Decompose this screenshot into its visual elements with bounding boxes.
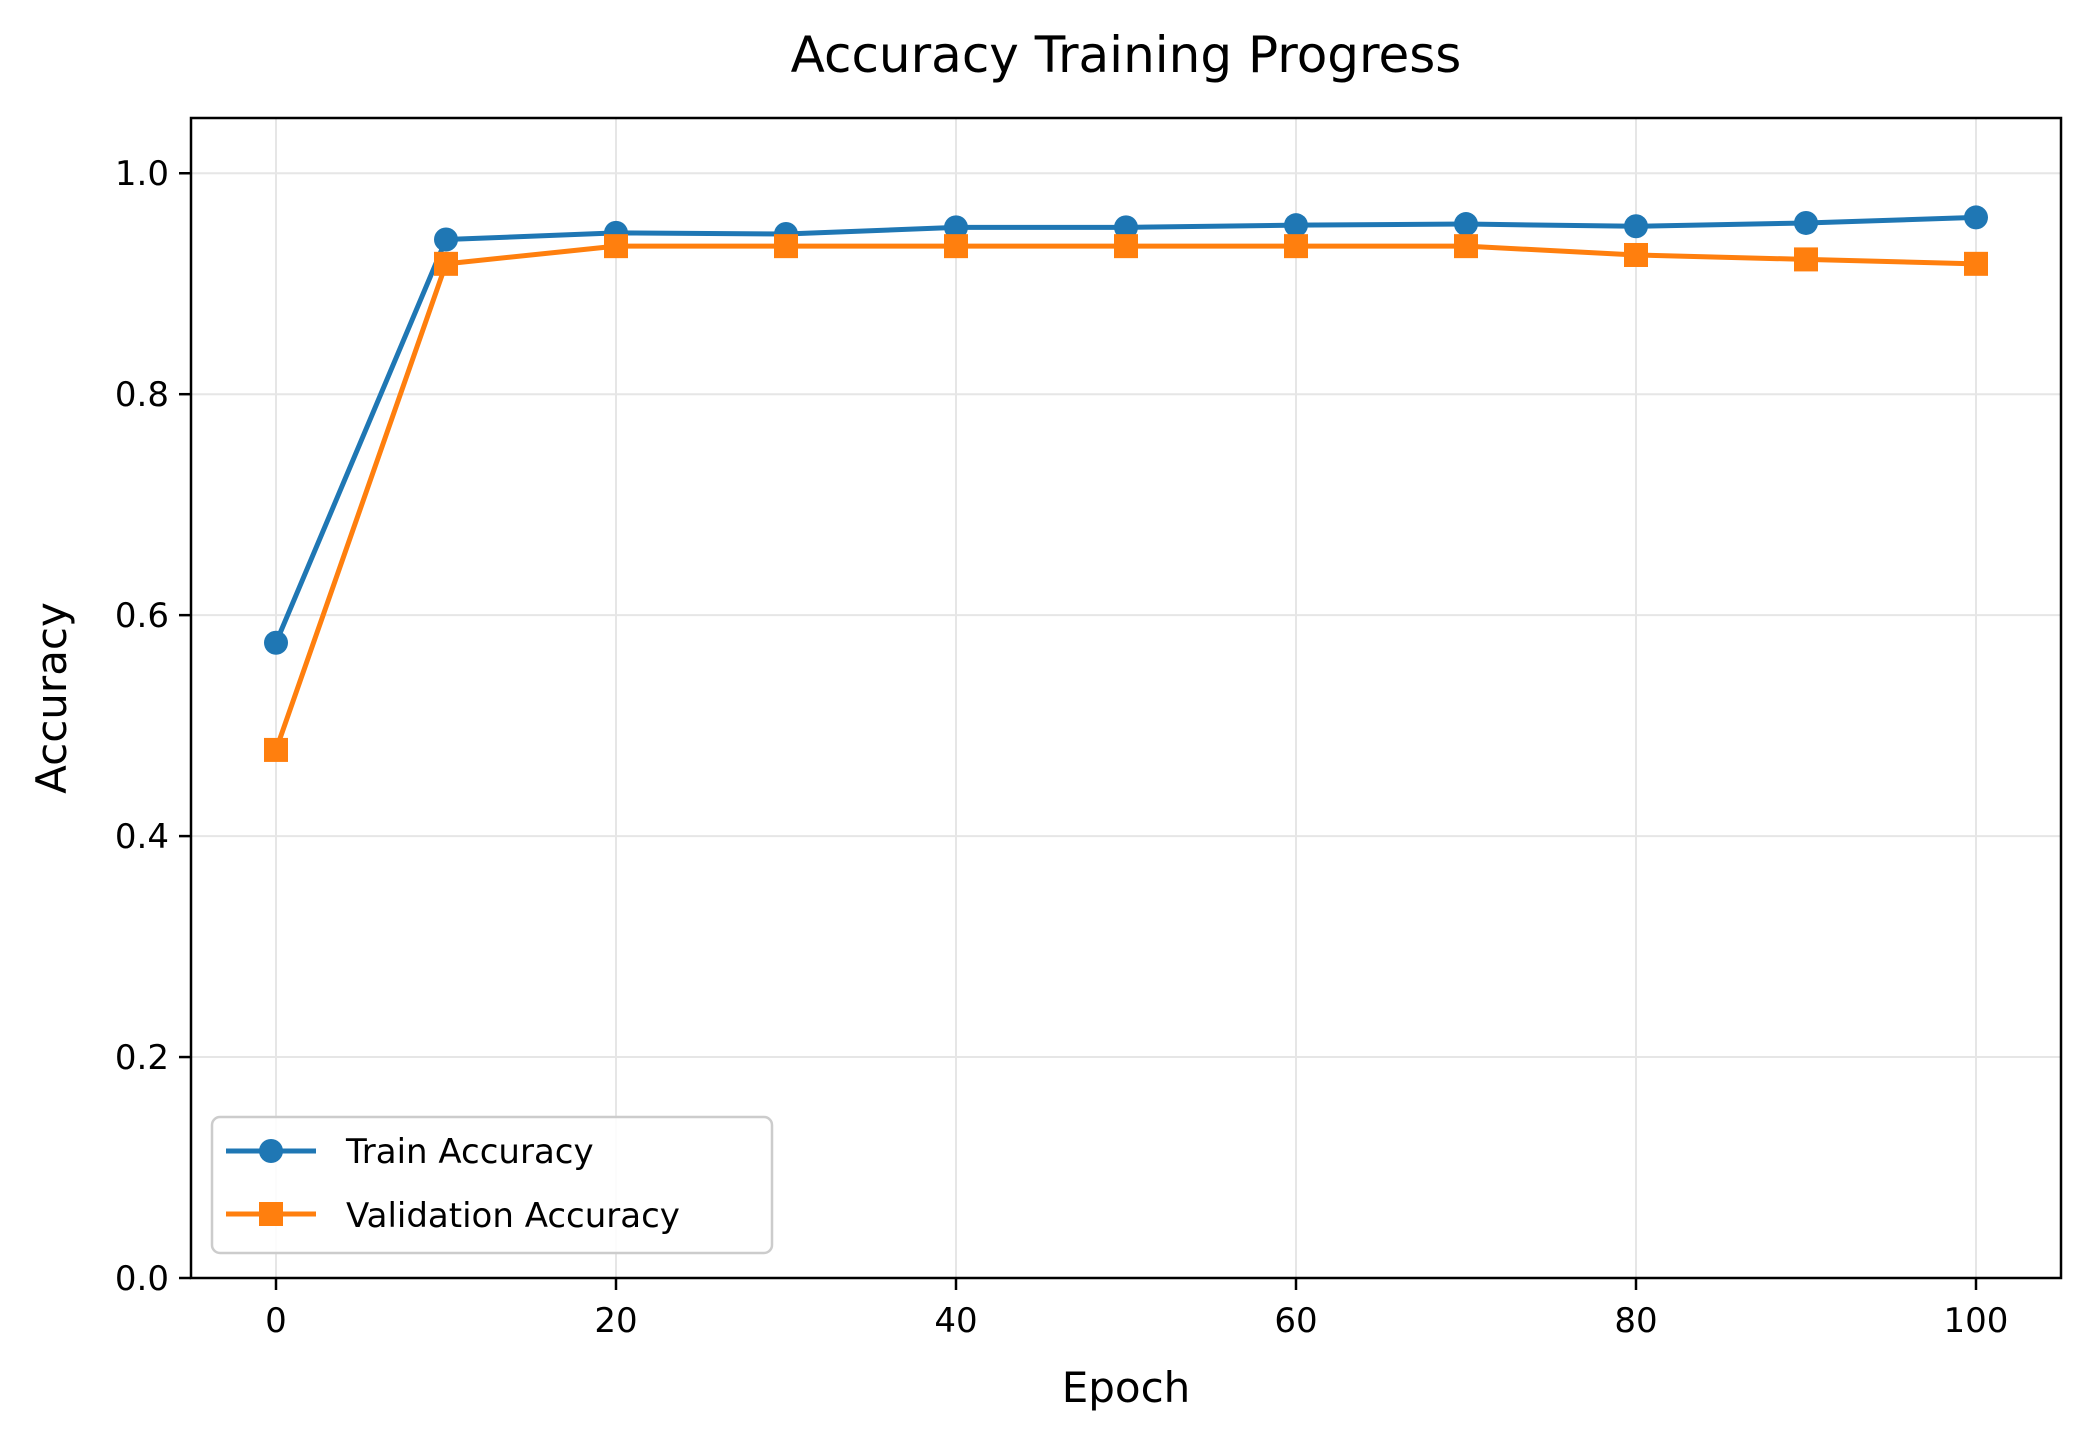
x-tick-label: 80 [1614, 1301, 1657, 1341]
y-tick-label: 1.0 [115, 154, 169, 194]
data-point-validation [1624, 242, 1648, 267]
data-point-train [1964, 205, 1988, 230]
data-point-validation [1284, 234, 1308, 259]
legend-label-train: Train Accuracy [345, 1132, 594, 1172]
data-point-validation [774, 234, 798, 259]
data-point-train [1794, 210, 1818, 235]
legend-marker-train [259, 1139, 283, 1163]
legend-marker-validation [259, 1202, 283, 1226]
y-tick-label: 0.2 [115, 1038, 169, 1078]
y-tick-label: 0.4 [115, 817, 169, 857]
data-point-validation [1114, 234, 1138, 259]
y-axis-ticks: 0.0 0.2 0.4 0.6 0.8 1.0 [115, 154, 191, 1299]
data-point-validation [264, 737, 288, 762]
y-tick-label: 0.8 [115, 375, 169, 415]
data-point-train [264, 630, 288, 655]
x-axis-label: Epoch [1062, 1363, 1191, 1412]
x-tick-label: 60 [1274, 1301, 1317, 1341]
data-point-validation [604, 234, 628, 259]
data-point-validation [1794, 247, 1818, 272]
data-point-train [1454, 212, 1478, 237]
legend-frame [210, 1115, 774, 1255]
chart-title: Accuracy Training Progress [791, 26, 1462, 84]
series-lines [264, 205, 1988, 762]
data-point-train [1284, 213, 1308, 238]
x-tick-label: 0 [265, 1301, 287, 1341]
x-tick-label: 20 [594, 1301, 637, 1341]
series-validation [264, 234, 1988, 762]
data-point-validation [434, 251, 458, 276]
x-axis-ticks: 0 20 40 60 80 100 [265, 1278, 2008, 1341]
data-point-train [434, 227, 458, 252]
legend-label-validation: Validation Accuracy [346, 1196, 680, 1236]
data-point-validation [944, 234, 968, 259]
x-tick-label: 100 [1944, 1301, 2009, 1341]
data-point-train [1624, 214, 1648, 239]
x-tick-label: 40 [934, 1301, 977, 1341]
chart-legend: Train Accuracy Validation Accuracy [210, 1115, 774, 1255]
y-axis-label: Accuracy [27, 602, 76, 794]
data-point-train [1114, 215, 1138, 240]
plot-area-frame [189, 116, 2063, 1280]
y-tick-label: 0.0 [115, 1259, 169, 1299]
y-tick-label: 0.6 [115, 596, 169, 636]
data-point-validation [1964, 251, 1988, 276]
data-point-validation [1454, 234, 1478, 259]
data-point-train [944, 215, 968, 240]
series-train [264, 205, 1988, 655]
